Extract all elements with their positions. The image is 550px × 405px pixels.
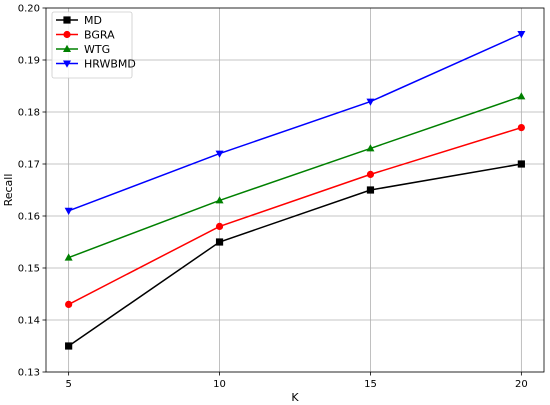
data-point-wtg — [366, 144, 375, 152]
data-point-bgra — [517, 124, 525, 132]
series-line-wtg — [68, 95, 522, 259]
data-point-hrwbmd — [517, 31, 526, 39]
x-tick-label: 5 — [65, 379, 71, 390]
y-tick-label: 0.13 — [18, 368, 40, 379]
data-point-md — [65, 342, 73, 350]
series-line-hrwbmd — [68, 33, 522, 212]
x-tick-label: 15 — [364, 379, 377, 390]
legend-label-wtg: WTG — [84, 43, 110, 56]
y-tick-label: 0.19 — [18, 56, 40, 67]
legend-label-md: MD — [84, 14, 102, 27]
data-point-hrwbmd — [215, 150, 224, 158]
data-point-hrwbmd — [64, 207, 73, 215]
data-point-bgra — [65, 300, 73, 308]
legend-marker-bgra — [63, 30, 71, 39]
x-tick-label: 20 — [515, 379, 528, 390]
series-layer — [64, 31, 526, 350]
data-point-wtg — [517, 92, 526, 100]
y-tick-label: 0.20 — [18, 4, 40, 15]
data-point-md — [215, 238, 224, 246]
series-line-bgra — [68, 126, 522, 306]
legend-box — [51, 11, 133, 79]
y-tick-label: 0.15 — [18, 264, 40, 275]
data-point-wtg — [215, 196, 224, 204]
legend-marker-wtg — [63, 44, 71, 52]
y-tick-label: 0.17 — [18, 160, 40, 171]
axes: 0.13 0.14 0.15 0.16 0.17 0.18 0.19 0.20 5 10 15 20 — [18, 4, 545, 390]
y-tick-label: 0.18 — [18, 108, 40, 119]
data-point-bgra — [215, 222, 224, 230]
data-point-md — [366, 186, 375, 194]
legend-marker-hrwbmd — [63, 60, 71, 68]
y-tick-label: 0.14 — [18, 316, 40, 327]
x-tick-label: 10 — [213, 379, 226, 390]
legend-marker-md — [63, 16, 71, 24]
y-tick-label: 0.16 — [18, 212, 40, 223]
series-line-md — [68, 163, 522, 347]
data-point-md — [517, 160, 525, 168]
legend-label-bgra: BGRA — [84, 29, 115, 42]
data-point-hrwbmd — [366, 98, 375, 106]
data-point-wtg — [64, 253, 73, 261]
legend-label-hrwbmd: HRWBMD — [84, 58, 136, 71]
x-axis-label: K — [291, 391, 299, 404]
y-axis-label: Recall — [2, 174, 15, 207]
data-point-bgra — [366, 170, 375, 178]
plot-frame — [45, 7, 545, 373]
